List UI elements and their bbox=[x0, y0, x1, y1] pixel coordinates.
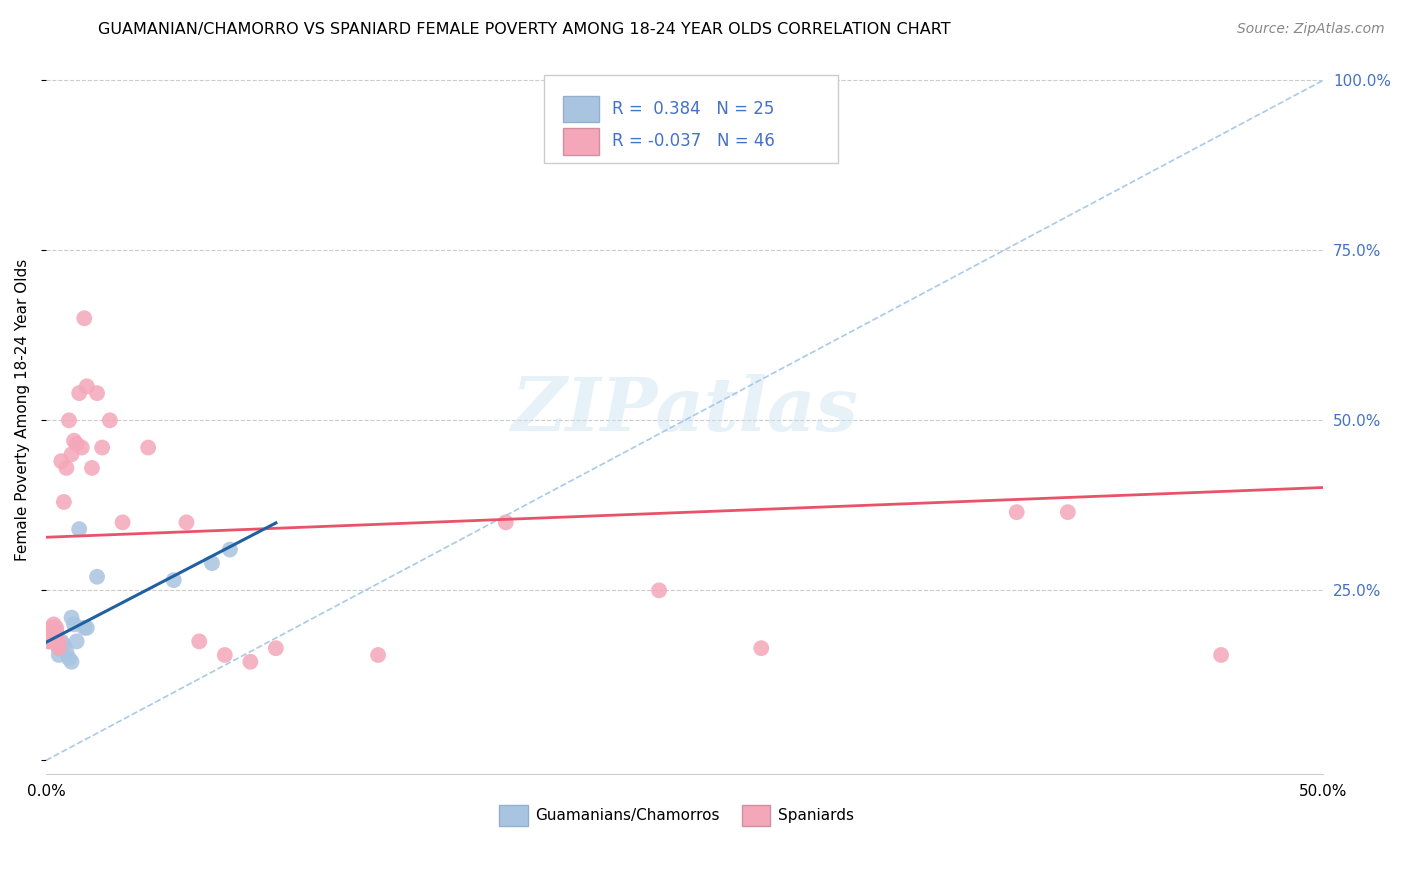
Point bbox=[39, 634, 62, 648]
Point bbox=[48, 638, 70, 652]
FancyBboxPatch shape bbox=[564, 128, 599, 154]
Point bbox=[39, 631, 62, 645]
Point bbox=[264, 641, 287, 656]
Point bbox=[42, 621, 65, 635]
Point bbox=[39, 631, 62, 645]
Point bbox=[73, 311, 96, 326]
Point bbox=[52, 638, 75, 652]
Point bbox=[76, 621, 98, 635]
Point bbox=[39, 634, 62, 648]
Text: R = -0.037   N = 46: R = -0.037 N = 46 bbox=[612, 132, 775, 151]
Point bbox=[1209, 648, 1232, 662]
Text: ZIPatlas: ZIPatlas bbox=[512, 374, 858, 446]
Point bbox=[66, 437, 89, 451]
FancyBboxPatch shape bbox=[544, 75, 838, 162]
Point bbox=[1056, 505, 1078, 519]
Point bbox=[111, 516, 134, 530]
Point bbox=[1005, 505, 1028, 519]
Point bbox=[55, 461, 77, 475]
Point bbox=[80, 461, 103, 475]
Point bbox=[163, 573, 186, 587]
Point bbox=[73, 621, 96, 635]
Point bbox=[76, 379, 98, 393]
Point bbox=[749, 641, 772, 656]
Point bbox=[219, 542, 242, 557]
Point bbox=[45, 624, 67, 639]
Point bbox=[45, 621, 67, 635]
Text: R =  0.384   N = 25: R = 0.384 N = 25 bbox=[612, 101, 775, 119]
Point bbox=[51, 634, 73, 648]
Point bbox=[55, 644, 77, 658]
Point bbox=[86, 386, 108, 401]
Point bbox=[67, 386, 90, 401]
Text: Source: ZipAtlas.com: Source: ZipAtlas.com bbox=[1237, 22, 1385, 37]
Point bbox=[45, 627, 67, 641]
Point bbox=[45, 627, 67, 641]
Point bbox=[86, 570, 108, 584]
Point bbox=[60, 447, 83, 461]
Point bbox=[39, 624, 62, 639]
Point bbox=[42, 631, 65, 645]
Point bbox=[63, 617, 86, 632]
Point bbox=[51, 454, 73, 468]
Point bbox=[38, 634, 60, 648]
Point bbox=[596, 87, 619, 101]
FancyBboxPatch shape bbox=[564, 96, 599, 122]
Point bbox=[214, 648, 236, 662]
Text: Guamanians/Chamorros: Guamanians/Chamorros bbox=[536, 808, 720, 823]
Point bbox=[648, 583, 671, 598]
Point bbox=[367, 648, 389, 662]
Point bbox=[52, 495, 75, 509]
Point bbox=[136, 441, 159, 455]
Point bbox=[67, 522, 90, 536]
Point bbox=[48, 641, 70, 656]
Point bbox=[239, 655, 262, 669]
Point bbox=[176, 516, 198, 530]
Point bbox=[42, 627, 65, 641]
Text: Spaniards: Spaniards bbox=[778, 808, 853, 823]
Point bbox=[42, 627, 65, 641]
FancyBboxPatch shape bbox=[499, 805, 527, 826]
Point bbox=[48, 634, 70, 648]
Point bbox=[201, 556, 224, 570]
Point bbox=[48, 641, 70, 656]
Point bbox=[39, 627, 62, 641]
Text: GUAMANIAN/CHAMORRO VS SPANIARD FEMALE POVERTY AMONG 18-24 YEAR OLDS CORRELATION : GUAMANIAN/CHAMORRO VS SPANIARD FEMALE PO… bbox=[98, 22, 950, 37]
Point bbox=[70, 441, 93, 455]
Point bbox=[60, 610, 83, 624]
FancyBboxPatch shape bbox=[742, 805, 770, 826]
Point bbox=[91, 441, 114, 455]
Point bbox=[546, 100, 568, 114]
Point bbox=[495, 516, 517, 530]
Point bbox=[42, 624, 65, 639]
Point bbox=[39, 621, 62, 635]
Point bbox=[188, 634, 211, 648]
Point bbox=[48, 648, 70, 662]
Point bbox=[60, 655, 83, 669]
Y-axis label: Female Poverty Among 18-24 Year Olds: Female Poverty Among 18-24 Year Olds bbox=[15, 259, 30, 561]
Point bbox=[42, 617, 65, 632]
Point bbox=[66, 634, 89, 648]
Point bbox=[58, 651, 80, 665]
Point bbox=[63, 434, 86, 448]
Point bbox=[58, 413, 80, 427]
Point bbox=[38, 634, 60, 648]
Point bbox=[98, 413, 121, 427]
Point bbox=[38, 631, 60, 645]
